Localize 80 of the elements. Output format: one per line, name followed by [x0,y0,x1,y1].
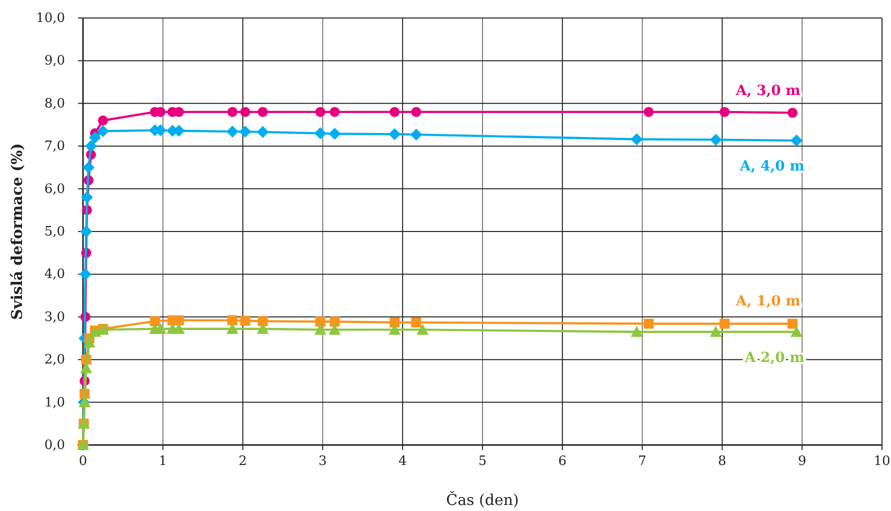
point [227,106,238,117]
point [630,133,643,146]
y-tick-label: 8,0 [44,96,65,112]
point [150,316,160,326]
y-tick-label: 4,0 [44,267,65,282]
point [256,126,269,138]
x-axis-title: Čas (den) [446,491,519,509]
point [315,316,326,327]
point [96,125,109,138]
x-tick-label: 7 [638,454,646,469]
x-tick-label: 2 [238,454,247,469]
point [644,318,654,329]
point [315,106,326,117]
x-tick-label: 0 [78,454,88,469]
x-tick-label: 6 [558,454,567,469]
point [390,106,400,117]
point [314,127,326,140]
x-tick-label: 8 [718,454,726,469]
x-tick-label: 3 [318,454,327,469]
point [172,322,185,334]
point [314,324,326,335]
point [328,128,341,140]
point [720,106,730,117]
x-tick-label: 5 [478,454,487,469]
point [388,128,401,140]
x-tick-label: 1 [158,454,168,469]
point [88,132,101,144]
point [411,317,422,328]
y-tick-label: 2,0 [44,352,65,368]
point [330,106,340,117]
y-tick-label: 5,0 [44,224,65,240]
point [80,191,93,204]
series-label: A, 3,0 m [734,82,801,99]
point [256,322,269,334]
point [330,316,340,327]
y-tick-label: 1,0 [44,395,65,410]
point [227,315,238,326]
point [82,161,95,174]
series-label: A, 4,0 m [738,158,805,175]
point [240,106,250,117]
point [720,318,730,329]
y-tick-label: 7,0 [44,139,65,154]
x-tick-label: 9 [798,454,806,469]
point [388,324,401,335]
point [98,115,108,126]
point [328,324,341,335]
y-tick-label: 3,0 [44,310,65,325]
point [79,268,92,280]
point [258,106,268,117]
point [240,316,250,326]
y-tick-label: 9,0 [44,54,65,69]
y-tick-label: 0,0 [44,438,65,453]
point [630,326,643,337]
point [390,317,400,328]
y-axis-title: Svislá deformace (%) [8,143,26,320]
point [710,326,722,337]
point [84,140,97,152]
point [788,108,798,118]
point [258,316,268,326]
point [710,134,722,146]
point [644,106,654,117]
point [239,126,252,138]
point [80,226,92,238]
point [788,318,798,329]
point [416,324,429,335]
series-label: A, 1,0 m [734,294,801,310]
x-tick-label: 4 [398,454,407,469]
point [410,128,422,141]
point [154,322,167,334]
point [411,106,422,117]
point [174,315,184,326]
point [226,322,238,334]
y-tick-label: 10,0 [36,11,65,26]
point [790,134,803,147]
x-tick-label: 10 [874,454,890,469]
point [80,362,92,374]
point [226,126,238,138]
point [83,336,96,348]
y-tick-label: 6,0 [44,182,65,197]
point [790,326,803,337]
